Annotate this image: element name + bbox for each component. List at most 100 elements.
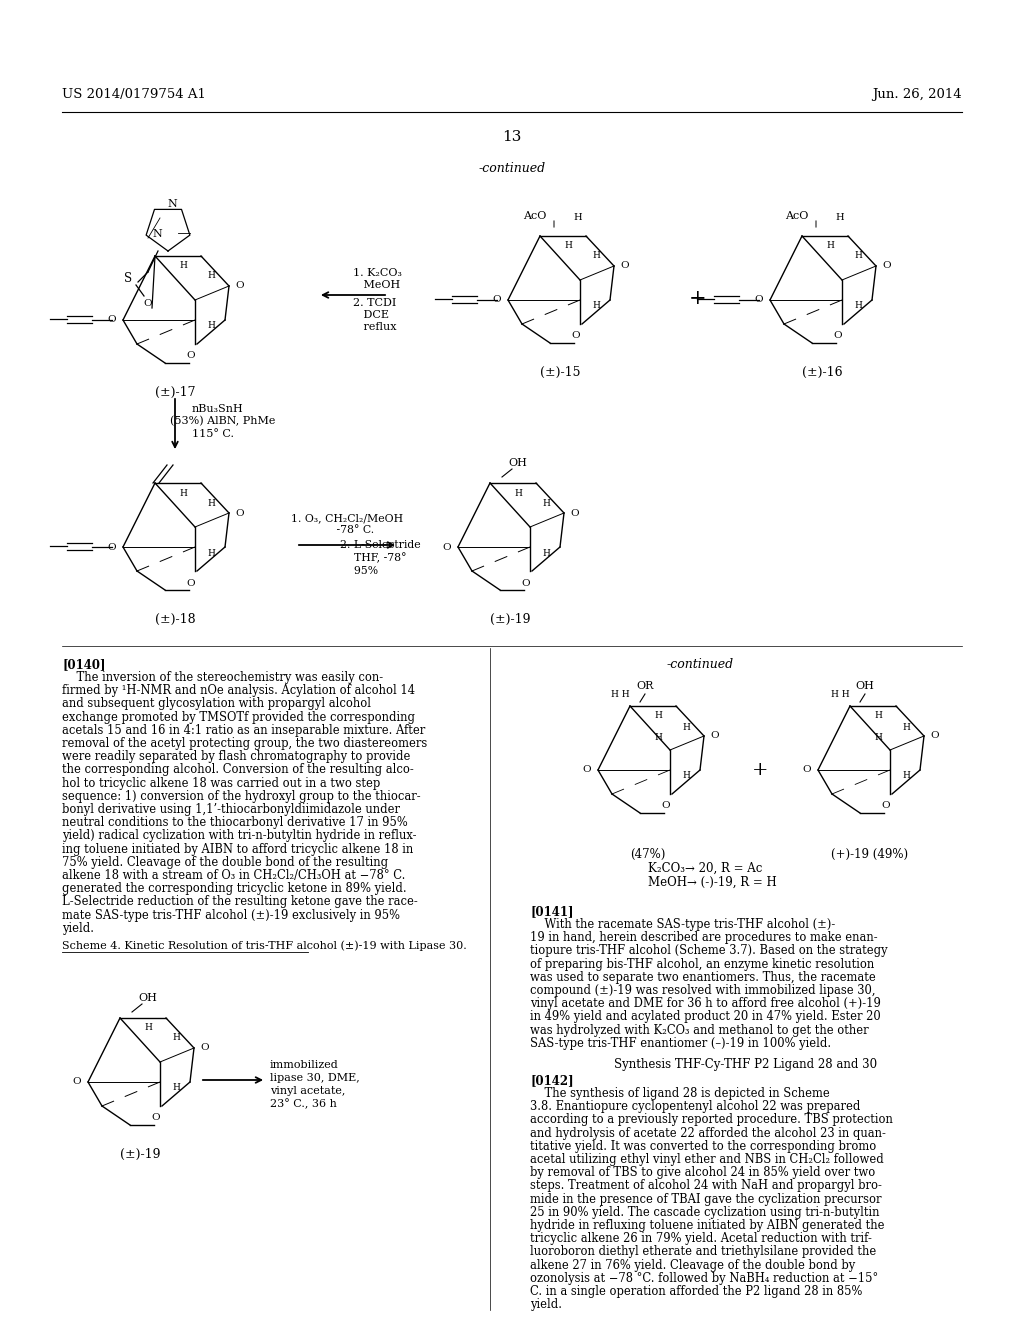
Text: generated the corresponding tricyclic ketone in 89% yield.: generated the corresponding tricyclic ke… <box>62 882 407 895</box>
Text: H: H <box>854 252 862 260</box>
Text: H: H <box>542 499 550 507</box>
Text: OH: OH <box>509 458 527 469</box>
Text: was hydrolyzed with K₂CO₃ and methanol to get the other: was hydrolyzed with K₂CO₃ and methanol t… <box>530 1023 868 1036</box>
Text: H: H <box>654 711 662 721</box>
Text: compound (±)-19 was resolved with immobilized lipase 30,: compound (±)-19 was resolved with immobi… <box>530 983 876 997</box>
Text: H: H <box>874 734 882 742</box>
Text: hol to tricyclic alkene 18 was carried out in a two step: hol to tricyclic alkene 18 was carried o… <box>62 776 380 789</box>
Text: 25 in 90% yield. The cascade cyclization using tri-n-butyltin: 25 in 90% yield. The cascade cyclization… <box>530 1205 880 1218</box>
Text: O: O <box>201 1044 209 1052</box>
Text: O: O <box>571 331 581 341</box>
Text: L-Selectride reduction of the resulting ketone gave the race-: L-Selectride reduction of the resulting … <box>62 895 418 908</box>
Text: alkene 27 in 76% yield. Cleavage of the double bond by: alkene 27 in 76% yield. Cleavage of the … <box>530 1258 855 1271</box>
Text: H: H <box>172 1034 180 1043</box>
Text: H: H <box>854 301 862 310</box>
Text: bonyl derivative using 1,1’-thiocarbonyldiimidazole under: bonyl derivative using 1,1’-thiocarbonyl… <box>62 803 400 816</box>
Text: 1. O₃, CH₂Cl₂/MeOH: 1. O₃, CH₂Cl₂/MeOH <box>291 513 403 523</box>
Text: mate SAS-type tris-THF alcohol (±)-19 exclusively in 95%: mate SAS-type tris-THF alcohol (±)-19 ex… <box>62 908 400 921</box>
Text: (±)-16: (±)-16 <box>802 366 843 379</box>
Text: -78° C.: -78° C. <box>319 525 375 535</box>
Text: (±)-19: (±)-19 <box>489 612 530 626</box>
Text: O: O <box>834 331 843 341</box>
Text: hydride in refluxing toluene initiated by AIBN generated the: hydride in refluxing toluene initiated b… <box>530 1218 885 1232</box>
Text: O: O <box>883 261 891 271</box>
Text: O: O <box>73 1077 81 1086</box>
Text: O: O <box>442 543 452 552</box>
Text: 3.8. Enantiopure cyclopentenyl alcohol 22 was prepared: 3.8. Enantiopure cyclopentenyl alcohol 2… <box>530 1100 860 1113</box>
Text: K₂CO₃→ 20, R = Ac: K₂CO₃→ 20, R = Ac <box>648 862 763 875</box>
Text: O: O <box>711 731 719 741</box>
Text: H: H <box>207 499 215 507</box>
Text: sequence: 1) conversion of the hydroxyl group to the thiocar-: sequence: 1) conversion of the hydroxyl … <box>62 789 421 803</box>
Text: 1. K₂CO₃: 1. K₂CO₃ <box>353 268 402 279</box>
Text: (±)-15: (±)-15 <box>540 366 581 379</box>
Text: OH: OH <box>856 681 874 690</box>
Text: AcO: AcO <box>784 211 808 220</box>
Text: -continued: -continued <box>667 657 733 671</box>
Text: O: O <box>152 1114 161 1122</box>
Text: N: N <box>153 228 162 239</box>
Text: O: O <box>236 508 245 517</box>
Text: reflux: reflux <box>353 322 396 333</box>
Text: exchange promoted by TMSOTf provided the corresponding: exchange promoted by TMSOTf provided the… <box>62 710 415 723</box>
Text: 95%: 95% <box>340 566 378 576</box>
Text: H: H <box>682 771 690 780</box>
Text: alkene 18 with a stream of O₃ in CH₂Cl₂/CH₃OH at −78° C.: alkene 18 with a stream of O₃ in CH₂Cl₂/… <box>62 869 406 882</box>
Text: O: O <box>108 543 117 552</box>
Text: Scheme 4. Kinetic Resolution of tris-THF alcohol (±)-19 with Lipase 30.: Scheme 4. Kinetic Resolution of tris-THF… <box>62 940 467 950</box>
Text: MeOH: MeOH <box>353 280 400 290</box>
Text: Synthesis THF-Cy-THF P2 Ligand 28 and 30: Synthesis THF-Cy-THF P2 Ligand 28 and 30 <box>614 1059 878 1071</box>
Text: THF, -78°: THF, -78° <box>340 553 407 564</box>
Text: neutral conditions to the thiocarbonyl derivative 17 in 95%: neutral conditions to the thiocarbonyl d… <box>62 816 408 829</box>
Text: nBu₃SnH: nBu₃SnH <box>193 404 244 414</box>
Text: H: H <box>826 242 834 251</box>
Text: H: H <box>207 322 215 330</box>
Text: [0141]: [0141] <box>530 906 573 917</box>
Text: H: H <box>179 261 187 271</box>
Text: tiopure tris-THF alcohol (Scheme 3.7). Based on the strategy: tiopure tris-THF alcohol (Scheme 3.7). B… <box>530 944 888 957</box>
Text: With the racemate SAS-type tris-THF alcohol (±)-: With the racemate SAS-type tris-THF alco… <box>530 917 836 931</box>
Text: O: O <box>186 578 196 587</box>
Text: (53%) AlBN, PhMe: (53%) AlBN, PhMe <box>170 416 275 426</box>
Text: +: + <box>689 289 707 308</box>
Text: H: H <box>573 214 583 223</box>
Text: H: H <box>207 549 215 557</box>
Text: by removal of TBS to give alcohol 24 in 85% yield over two: by removal of TBS to give alcohol 24 in … <box>530 1166 876 1179</box>
Text: H: H <box>564 242 572 251</box>
Text: H: H <box>902 771 910 780</box>
Text: O: O <box>583 766 591 775</box>
Text: ing toluene initiated by AIBN to afford tricyclic alkene 18 in: ing toluene initiated by AIBN to afford … <box>62 842 414 855</box>
Text: MeOH→ (-)-19, R = H: MeOH→ (-)-19, R = H <box>648 876 777 888</box>
Text: firmed by ¹H-NMR and nOe analysis. Acylation of alcohol 14: firmed by ¹H-NMR and nOe analysis. Acyla… <box>62 684 415 697</box>
Text: vinyl acetate,: vinyl acetate, <box>270 1086 345 1096</box>
Text: US 2014/0179754 A1: US 2014/0179754 A1 <box>62 88 206 102</box>
Text: yield.: yield. <box>62 921 94 935</box>
Text: H: H <box>207 272 215 281</box>
Text: O: O <box>143 300 153 309</box>
Text: O: O <box>108 315 117 325</box>
Text: O: O <box>493 296 502 305</box>
Text: AcO: AcO <box>522 211 546 220</box>
Text: ozonolysis at −78 °C. followed by NaBH₄ reduction at −15°: ozonolysis at −78 °C. followed by NaBH₄ … <box>530 1271 879 1284</box>
Text: [0142]: [0142] <box>530 1074 573 1086</box>
Text: was used to separate two enantiomers. Thus, the racemate: was used to separate two enantiomers. Th… <box>530 970 876 983</box>
Text: 75% yield. Cleavage of the double bond of the resulting: 75% yield. Cleavage of the double bond o… <box>62 855 388 869</box>
Text: H: H <box>682 723 690 733</box>
Text: H: H <box>172 1084 180 1093</box>
Text: O: O <box>621 261 630 271</box>
Text: 2. L-Selectride: 2. L-Selectride <box>340 540 421 550</box>
Text: (±)-17: (±)-17 <box>155 385 196 399</box>
Text: tricyclic alkene 26 in 79% yield. Acetal reduction with trif-: tricyclic alkene 26 in 79% yield. Acetal… <box>530 1232 871 1245</box>
Text: H: H <box>514 488 522 498</box>
Text: acetals 15 and 16 in 4:1 ratio as an inseparable mixture. After: acetals 15 and 16 in 4:1 ratio as an ins… <box>62 723 425 737</box>
Text: +: + <box>752 762 768 779</box>
Text: O: O <box>882 801 890 810</box>
Text: titative yield. It was converted to the corresponding bromo: titative yield. It was converted to the … <box>530 1139 877 1152</box>
Text: [0140]: [0140] <box>62 657 105 671</box>
Text: H: H <box>592 252 600 260</box>
Text: steps. Treatment of alcohol 24 with NaH and propargyl bro-: steps. Treatment of alcohol 24 with NaH … <box>530 1179 882 1192</box>
Text: luoroboron diethyl etherate and triethylsilane provided the: luoroboron diethyl etherate and triethyl… <box>530 1245 877 1258</box>
Text: 115° C.: 115° C. <box>193 429 234 440</box>
Text: N: N <box>167 199 177 209</box>
Text: mide in the presence of TBAI gave the cyclization precursor: mide in the presence of TBAI gave the cy… <box>530 1192 882 1205</box>
